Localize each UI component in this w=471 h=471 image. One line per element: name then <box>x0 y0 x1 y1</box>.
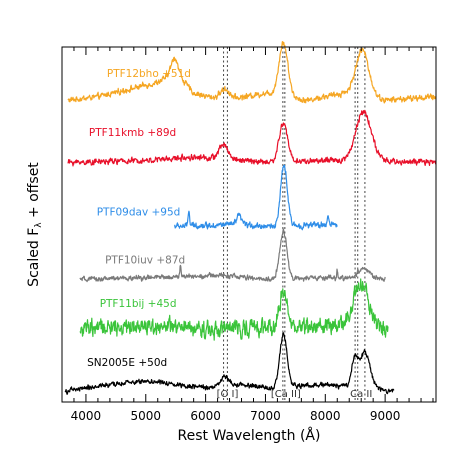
spectrum-line <box>64 332 395 395</box>
x-axis-ticks: 4000 5000 6000 7000 8000 9000 <box>61 47 434 423</box>
y-axis-label-main: Scaled F <box>26 228 42 287</box>
line-markers <box>223 47 366 402</box>
x-tick-label: 8000 <box>310 409 341 423</box>
line-marker-labels: [O I] [Ca II] Ca II <box>217 389 373 400</box>
series-label: PTF10iuv +87d <box>105 255 185 267</box>
series-label: PTF09dav +95d <box>97 207 181 219</box>
x-tick-label: 9000 <box>370 409 401 423</box>
series-labels: PTF12bho +51d PTF11kmb +89d PTF09dav +95d P… <box>87 68 191 369</box>
x-tick-label: 7000 <box>250 409 281 423</box>
plot-frame <box>61 46 437 403</box>
series-label: PTF12bho +51d <box>107 68 191 80</box>
x-tick-label: 5000 <box>131 409 162 423</box>
x-axis-label: Rest Wavelength (Å) <box>178 427 321 444</box>
spectrum-line <box>79 228 386 283</box>
y-axis-label-rest: + offset <box>26 162 42 223</box>
series-label: PTF11bij +45d <box>100 298 177 310</box>
series-label: SN2005E +50d <box>87 357 167 369</box>
line-marker-label: [Ca II] <box>271 389 301 400</box>
spectrum-line <box>67 41 437 104</box>
x-tick-label: 4000 <box>71 409 102 423</box>
spectrum-line <box>67 109 437 167</box>
line-marker-label: Ca II <box>350 389 372 400</box>
y-axis-label-sub: λ <box>34 222 44 228</box>
x-tick-label: 6000 <box>190 409 221 423</box>
spectra-series <box>64 41 437 395</box>
line-marker-label: [O I] <box>217 389 239 400</box>
spectrum-line <box>173 164 338 231</box>
y-axis-label: Scaled Fλ + offset <box>26 162 44 287</box>
series-label: PTF11kmb +89d <box>89 127 176 139</box>
spectrum-line <box>79 278 389 341</box>
